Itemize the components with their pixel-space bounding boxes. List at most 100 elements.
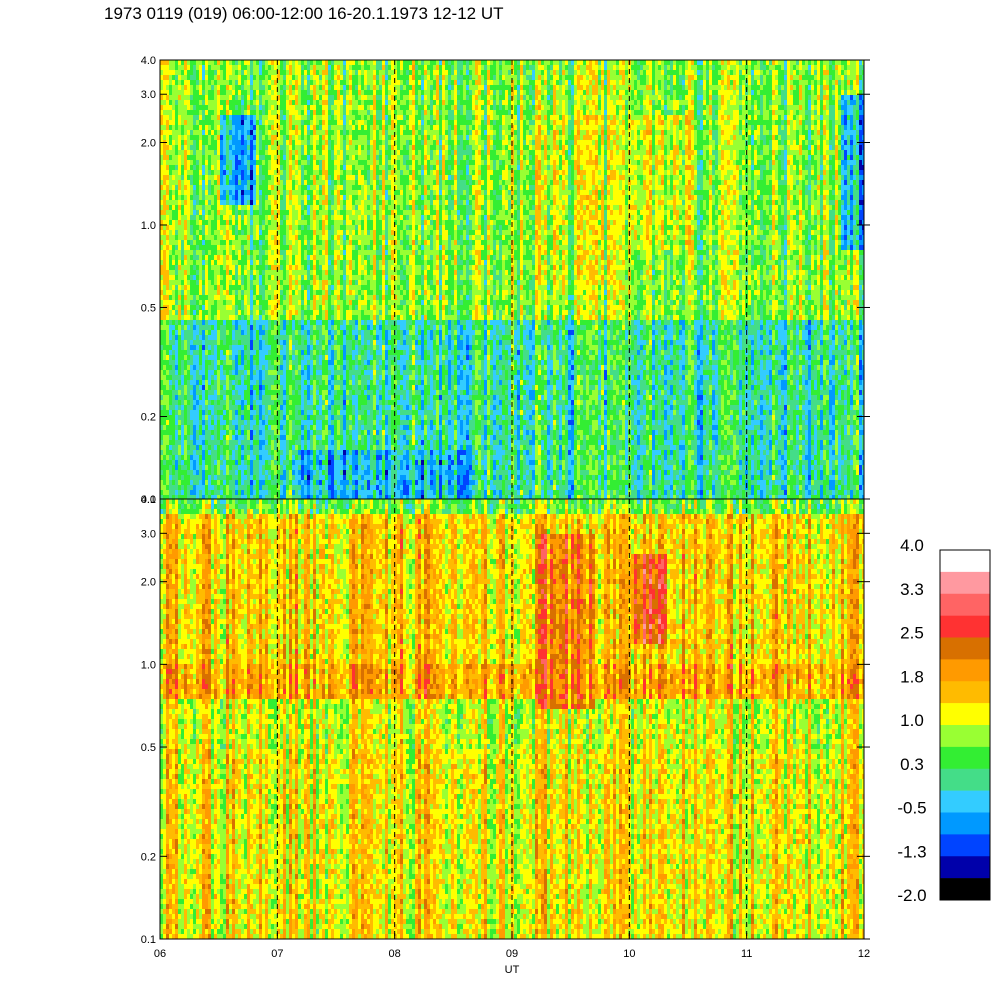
spectrogram-cell (292, 245, 296, 251)
spectrogram-cell (277, 285, 281, 291)
spectrogram-cell (223, 415, 227, 421)
spectrogram-cell (316, 365, 320, 371)
spectrogram-cell (202, 385, 206, 391)
spectrogram-cell (181, 215, 185, 221)
spectrogram-cell (211, 165, 215, 171)
spectrogram-cell (286, 75, 290, 81)
spectrogram-cell (244, 170, 248, 176)
spectrogram-cell (253, 365, 257, 371)
spectrogram-cell (235, 210, 239, 216)
spectrogram-cell (163, 370, 167, 376)
spectrogram-cell (325, 425, 329, 431)
spectrogram-cell (283, 450, 287, 456)
spectrogram-cell (163, 180, 167, 186)
spectrogram-cell (271, 480, 275, 486)
spectrogram-cell (175, 90, 179, 96)
spectrogram-cell (253, 65, 257, 71)
spectrogram-cell (253, 135, 257, 141)
spectrogram-cell (292, 125, 296, 131)
spectrogram-cell (247, 320, 251, 326)
spectrogram-cell (232, 410, 236, 416)
spectrogram-cell (166, 255, 170, 261)
spectrogram-cell (289, 455, 293, 461)
spectrogram-cell (202, 170, 206, 176)
spectrogram-cell (202, 365, 206, 371)
spectrogram-cell (253, 360, 257, 366)
spectrogram-cell (196, 445, 200, 451)
spectrogram-cell (226, 250, 230, 256)
spectrogram-cell (253, 355, 257, 361)
spectrogram-cell (280, 90, 284, 96)
spectrogram-cell (181, 400, 185, 406)
spectrogram-cell (256, 360, 260, 366)
spectrogram-cell (208, 100, 212, 106)
spectrogram-cell (184, 120, 188, 126)
spectrogram-cell (223, 180, 227, 186)
spectrogram-cell (208, 325, 212, 331)
spectrogram-cell (277, 415, 281, 421)
spectrogram-cell (277, 320, 281, 326)
spectrogram-cell (241, 315, 245, 321)
spectrogram-cell (283, 310, 287, 316)
spectrogram-cell (232, 380, 236, 386)
spectrogram-cell (262, 465, 266, 471)
spectrogram-cell (181, 255, 185, 261)
spectrogram-cell (235, 300, 239, 306)
spectrogram-cell (211, 325, 215, 331)
spectrogram-cell (196, 220, 200, 226)
spectrogram-cell (292, 115, 296, 121)
spectrogram-cell (187, 345, 191, 351)
spectrogram-cell (289, 90, 293, 96)
spectrogram-cell (238, 215, 242, 221)
spectrogram-cell (229, 495, 233, 499)
spectrogram-cell (256, 235, 260, 241)
spectrogram-cell (271, 410, 275, 416)
spectrogram-cell (202, 125, 206, 131)
spectrogram-cell (223, 385, 227, 391)
spectrogram-cell (214, 290, 218, 296)
spectrogram-cell (274, 305, 278, 311)
spectrogram-cell (208, 430, 212, 436)
spectrogram-cell (184, 410, 188, 416)
spectrogram-cell (253, 130, 257, 136)
spectrogram-cell (181, 395, 185, 401)
spectrogram-cell (313, 480, 317, 486)
spectrogram-cell (301, 410, 305, 416)
spectrogram-cell (301, 265, 305, 271)
spectrogram-cell (259, 120, 263, 126)
spectrogram-cell (274, 245, 278, 251)
spectrogram-cell (229, 65, 233, 71)
spectrogram-cell (283, 255, 287, 261)
spectrogram-cell (289, 435, 293, 441)
spectrogram-cell (268, 155, 272, 161)
spectrogram-cell (223, 405, 227, 411)
spectrogram-cell (253, 335, 257, 341)
spectrogram-cell (292, 380, 296, 386)
spectrogram-cell (211, 130, 215, 136)
spectrogram-cell (187, 195, 191, 201)
spectrogram-cell (280, 150, 284, 156)
spectrogram-cell (238, 320, 242, 326)
spectrogram-cell (250, 465, 254, 471)
spectrogram-cell (298, 420, 302, 426)
spectrogram-cell (196, 315, 200, 321)
spectrogram-cell (196, 265, 200, 271)
spectrogram-cell (304, 235, 308, 241)
spectrogram-cell (295, 215, 299, 221)
spectrogram-cell (199, 245, 203, 251)
spectrogram-cell (250, 305, 254, 311)
spectrogram-cell (244, 305, 248, 311)
spectrogram-cell (322, 145, 326, 151)
spectrogram-cell (235, 310, 239, 316)
spectrogram-cell (289, 105, 293, 111)
spectrogram-cell (175, 415, 179, 421)
spectrogram-cell (193, 130, 197, 136)
spectrogram-cell (310, 95, 314, 101)
spectrogram-cell (319, 490, 323, 496)
spectrogram-cell (214, 325, 218, 331)
spectrogram-cell (238, 130, 242, 136)
spectrogram-cell (304, 400, 308, 406)
spectrogram-cell (166, 330, 170, 336)
spectrogram-cell (163, 120, 167, 126)
spectrogram-cell (271, 430, 275, 436)
